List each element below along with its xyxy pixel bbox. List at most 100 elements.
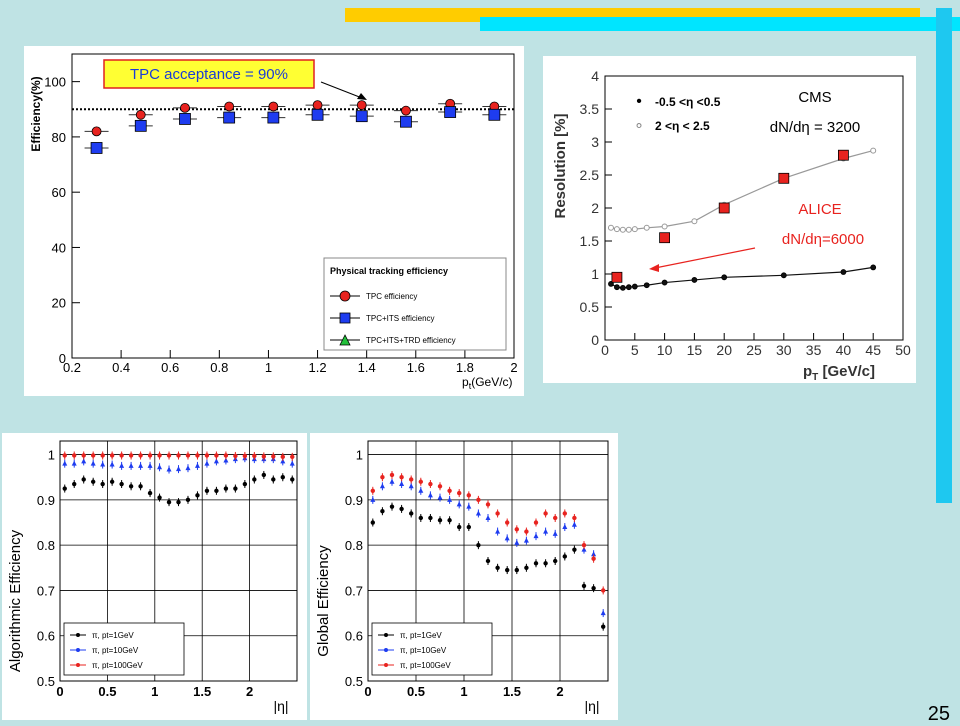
x-axis-label: |η| bbox=[273, 698, 288, 714]
data-point bbox=[485, 514, 491, 520]
x-tick-label: 2 bbox=[246, 684, 253, 699]
x-tick-label: 45 bbox=[865, 342, 881, 358]
data-point bbox=[447, 488, 452, 494]
data-point bbox=[138, 484, 143, 489]
data-point bbox=[631, 283, 638, 290]
data-point bbox=[271, 454, 276, 459]
y-tick-label: 0.9 bbox=[345, 493, 363, 508]
data-point bbox=[444, 106, 457, 118]
data-point bbox=[401, 105, 411, 116]
data-point bbox=[591, 585, 596, 591]
data-point bbox=[514, 527, 519, 532]
data-point bbox=[553, 558, 558, 564]
data-point bbox=[138, 462, 144, 468]
plot-frame bbox=[604, 75, 904, 341]
legend-label: π, pt=100GeV bbox=[400, 661, 451, 670]
data-point bbox=[614, 284, 620, 291]
data-point bbox=[252, 477, 257, 482]
algorithmic-efficiency-chart: 0.5 0.6 0.7 0.8 0.9 1 0 0.5 1 1.5 2 |η| Algorithmic … bbox=[2, 433, 307, 720]
data-point bbox=[533, 561, 539, 566]
x-tick-label: 0.4 bbox=[112, 360, 130, 375]
data-point bbox=[195, 453, 200, 458]
data-point bbox=[524, 565, 529, 570]
data-point bbox=[466, 524, 471, 530]
data-point bbox=[289, 460, 295, 466]
data-point bbox=[185, 453, 191, 458]
tpc-efficiency-plot: 0.2 0.4 0.6 0.8 1 1.2 1.4 1.6 1.8 2020406080100pt… bbox=[29, 53, 518, 391]
annotation-text: TPC acceptance = 90% bbox=[130, 66, 288, 83]
alice-label: ALICE bbox=[798, 201, 841, 218]
data-point bbox=[495, 565, 500, 570]
algorithmic-efficiency-plot: 0.50.60.70.80.910 0.5 1 1.5 2|η|Algorithmic … bbox=[7, 440, 298, 714]
data-point bbox=[242, 453, 248, 459]
data-point bbox=[840, 269, 847, 275]
data-point bbox=[562, 511, 567, 516]
x-tick-label: 0.5 bbox=[407, 684, 425, 699]
data-point bbox=[214, 488, 219, 494]
data-point bbox=[176, 466, 181, 472]
x-tick-label: 20 bbox=[716, 342, 732, 358]
data-point bbox=[476, 542, 481, 548]
data-point bbox=[147, 490, 153, 496]
annotation-arrowhead bbox=[357, 93, 367, 100]
data-point bbox=[691, 277, 698, 283]
data-point bbox=[485, 502, 491, 507]
data-point bbox=[523, 537, 529, 543]
y-axis-label: Algorithmic Efficiency bbox=[7, 529, 24, 672]
legend-marker bbox=[76, 633, 80, 637]
x-tick-label: 15 bbox=[687, 342, 703, 358]
data-point bbox=[485, 558, 491, 564]
data-point bbox=[119, 453, 124, 458]
data-point bbox=[180, 102, 190, 113]
data-point bbox=[109, 461, 115, 467]
data-point bbox=[166, 499, 172, 505]
y-tick-label: 0 bbox=[59, 351, 66, 366]
data-point bbox=[780, 272, 787, 279]
legend-label: 2 <η < 2.5 bbox=[655, 119, 710, 133]
data-point bbox=[119, 481, 124, 487]
data-point bbox=[280, 458, 286, 464]
data-point bbox=[128, 484, 134, 489]
y-tick-label: 1 bbox=[48, 448, 55, 463]
alice-data-point bbox=[659, 232, 670, 244]
data-point bbox=[157, 495, 162, 500]
y-axis-label: Global Efficiency bbox=[315, 545, 332, 657]
legend-label: π, pt=10GeV bbox=[400, 646, 447, 655]
data-point bbox=[147, 453, 153, 458]
data-point bbox=[591, 551, 597, 557]
y-axis-label: Resolution [%] bbox=[552, 114, 569, 219]
global-efficiency-plot: 0.50.60.70.80.910 0.5 1 1.5 2|η|Global Effic… bbox=[315, 440, 609, 714]
data-point bbox=[870, 264, 877, 271]
data-point bbox=[408, 483, 414, 489]
data-point bbox=[870, 147, 877, 154]
data-point bbox=[533, 533, 539, 539]
annotation-arrow bbox=[320, 81, 363, 99]
data-point bbox=[90, 453, 96, 458]
data-point bbox=[543, 528, 549, 534]
y-tick-label: 2.5 bbox=[580, 167, 600, 183]
data-point bbox=[81, 458, 87, 464]
data-point bbox=[119, 462, 125, 468]
data-point bbox=[268, 101, 279, 112]
data-point bbox=[128, 462, 134, 468]
data-point bbox=[572, 547, 577, 552]
data-point bbox=[428, 481, 433, 487]
data-point bbox=[625, 226, 632, 233]
legend-box bbox=[323, 257, 507, 351]
y-tick-label: 1 bbox=[356, 448, 363, 463]
y-tick-label: 0.5 bbox=[345, 674, 363, 689]
y-tick-label: 100 bbox=[44, 75, 66, 90]
data-point bbox=[457, 524, 462, 530]
data-point bbox=[233, 486, 238, 491]
y-tick-label: 0.6 bbox=[345, 629, 363, 644]
legend-box bbox=[63, 622, 185, 676]
data-point bbox=[581, 583, 587, 589]
data-point bbox=[400, 115, 412, 128]
data-point bbox=[204, 453, 210, 458]
data-point bbox=[355, 110, 368, 123]
data-point bbox=[280, 454, 285, 460]
data-point bbox=[399, 481, 405, 487]
y-tick-label: 0.7 bbox=[345, 583, 363, 598]
data-point bbox=[90, 479, 96, 484]
x-tick-label: 1 bbox=[151, 684, 158, 699]
